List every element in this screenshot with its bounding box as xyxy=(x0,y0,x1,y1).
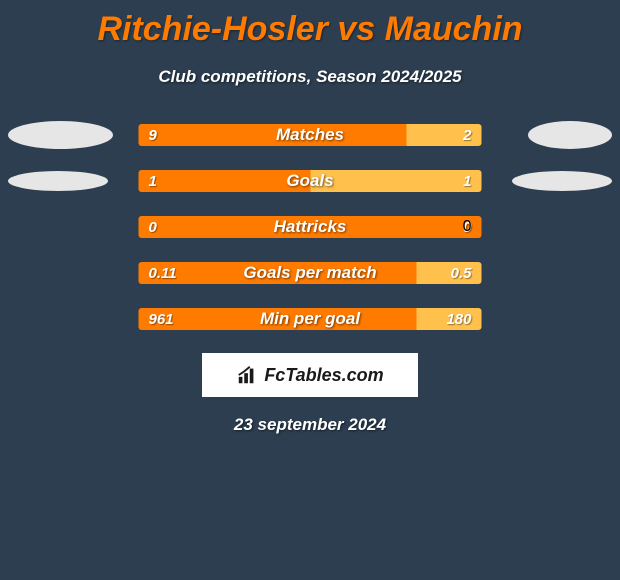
player-left-oval xyxy=(8,171,108,191)
stat-right-value: 0 xyxy=(463,218,472,236)
date-label: 23 september 2024 xyxy=(0,415,620,435)
stat-bar: 961 180 Min per goal xyxy=(138,307,483,331)
stat-row-hattricks: 0 0 Hattricks 0 xyxy=(0,215,620,239)
stat-left-value: 0 xyxy=(139,219,167,236)
chart-icon xyxy=(236,364,258,386)
stat-right-value: 1 xyxy=(453,173,481,190)
stat-bar: 0 0 Hattricks 0 xyxy=(138,215,483,239)
stat-right-segment: 180 xyxy=(416,308,481,330)
player-right-oval xyxy=(528,121,612,149)
player-right-oval xyxy=(512,171,612,191)
stat-bar: 0.11 0.5 Goals per match xyxy=(138,261,483,285)
stat-left-segment: 0 xyxy=(139,216,482,238)
stat-right-value: 180 xyxy=(436,311,481,328)
stat-left-segment: 9 xyxy=(139,124,407,146)
stat-row-goals: 1 1 Goals xyxy=(0,169,620,193)
stat-row-matches: 9 2 Matches xyxy=(0,123,620,147)
stat-right-value: 2 xyxy=(453,127,481,144)
stat-right-segment: 0.5 xyxy=(416,262,481,284)
stat-left-value: 1 xyxy=(139,173,167,190)
stat-left-segment: 1 xyxy=(139,170,311,192)
stat-left-segment: 0.11 xyxy=(139,262,417,284)
stat-bar: 1 1 Goals xyxy=(138,169,483,193)
stats-container: 9 2 Matches 1 1 Goals 0 xyxy=(0,123,620,331)
stat-right-value: 0.5 xyxy=(441,265,482,282)
stat-right-segment: 1 xyxy=(310,170,482,192)
player-left-oval xyxy=(8,121,113,149)
stat-row-mpg: 961 180 Min per goal xyxy=(0,307,620,331)
logo-text: FcTables.com xyxy=(264,365,383,386)
stat-row-gpm: 0.11 0.5 Goals per match xyxy=(0,261,620,285)
subtitle: Club competitions, Season 2024/2025 xyxy=(0,67,620,87)
stat-right-segment: 2 xyxy=(406,124,481,146)
stat-bar: 9 2 Matches xyxy=(138,123,483,147)
stat-left-segment: 961 xyxy=(139,308,417,330)
stat-left-value: 0.11 xyxy=(139,265,187,282)
stat-left-value: 961 xyxy=(139,311,184,328)
page-title: Ritchie-Hosler vs Mauchin xyxy=(0,0,620,49)
site-logo: FcTables.com xyxy=(202,353,418,397)
stat-left-value: 9 xyxy=(139,127,167,144)
